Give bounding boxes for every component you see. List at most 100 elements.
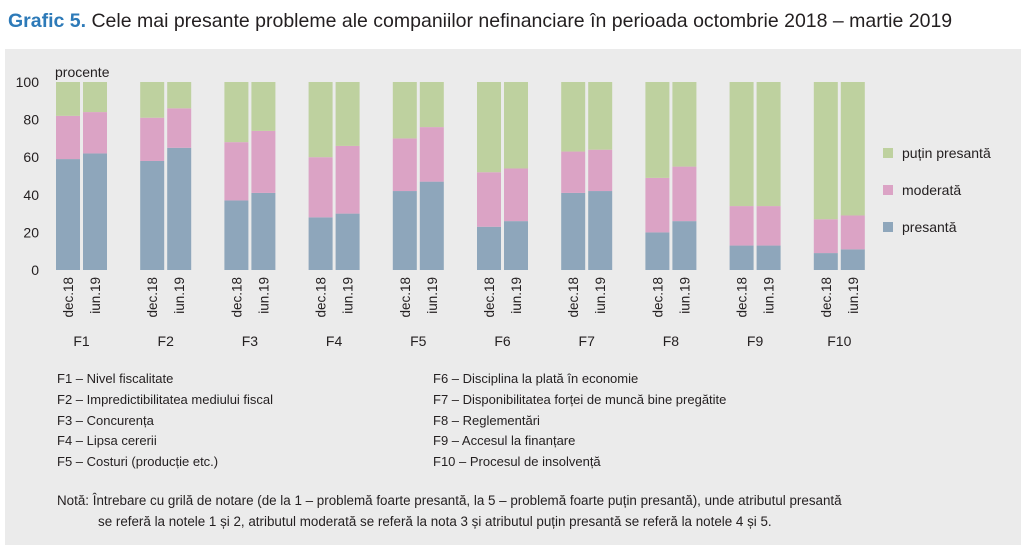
legend-swatch xyxy=(883,222,893,232)
bar-segment xyxy=(645,177,670,233)
chart-title: Grafic 5. Cele mai presante probleme ale… xyxy=(8,4,1018,38)
factor-item: F3 – Concurența xyxy=(57,412,154,428)
x-period-label: dec.18 xyxy=(145,277,160,318)
y-axis: 0 20 40 60 80 100 xyxy=(16,74,40,278)
chart-note: Notă: Întrebare cu grilă de notare (de l… xyxy=(57,490,1007,532)
x-group-label: F3 xyxy=(242,333,259,349)
legend-label: moderată xyxy=(902,182,962,198)
bar-segment xyxy=(756,206,781,246)
bar-segment xyxy=(477,82,501,173)
bar-segment xyxy=(588,191,613,270)
x-period-label: iun.19 xyxy=(593,277,608,314)
bar-segment xyxy=(56,159,80,270)
legend-label: presantă xyxy=(902,219,957,235)
x-group-label: F2 xyxy=(158,333,175,349)
bar-segment xyxy=(840,215,865,250)
bar-segment xyxy=(672,82,697,167)
x-group-label: F8 xyxy=(663,333,680,349)
factor-item: F9 – Accesul la finanțare xyxy=(433,433,576,449)
stacked-bar-chart: 0 20 40 60 80 100 dec.18 iun.19 F1 dec.18 iun.19 F… xyxy=(16,64,865,349)
y-tick-label: 60 xyxy=(23,149,39,165)
factor-item: F8 – Reglementări xyxy=(433,412,540,428)
factor-list-left: F1 – Nivel fiscalitate F2 – Impredictibi… xyxy=(57,369,273,473)
bar-segment xyxy=(729,206,754,246)
y-tick-label: 0 xyxy=(31,262,39,278)
bar-segment xyxy=(251,192,276,270)
factor-item: F4 – Lipsa cererii xyxy=(57,433,157,449)
bar-segment xyxy=(224,82,249,143)
bar-segment xyxy=(645,232,670,270)
bar-segment xyxy=(672,166,697,222)
bar-segment xyxy=(335,145,360,214)
bar-segment xyxy=(477,172,501,227)
bar-segment xyxy=(224,142,249,201)
bar-segment xyxy=(477,226,501,270)
x-group-label: F5 xyxy=(410,333,427,349)
bar-segment xyxy=(251,130,276,193)
note-line-1: Notă: Întrebare cu grilă de notare (de l… xyxy=(57,493,842,508)
bar-segment xyxy=(756,82,781,207)
bar-segment xyxy=(251,82,276,131)
bar-segment xyxy=(335,213,360,270)
bar-segment xyxy=(224,200,249,270)
bar-segment xyxy=(335,82,360,146)
bar-segment xyxy=(561,151,586,193)
bar-segment xyxy=(140,160,165,270)
y-tick-label: 20 xyxy=(23,224,39,240)
factor-item: F1 – Nivel fiscalitate xyxy=(57,371,174,386)
bar-segment xyxy=(419,127,444,182)
factor-item: F6 – Disciplina la plată în economie xyxy=(433,371,639,386)
factor-item: F2 – Impredictibilitatea mediului fiscal xyxy=(57,391,274,407)
bar-segment xyxy=(756,245,781,270)
bar-segment xyxy=(167,108,192,148)
bars xyxy=(56,82,865,270)
x-period-label: dec.18 xyxy=(314,277,329,318)
y-tick-label: 40 xyxy=(23,187,39,203)
x-group-label: F7 xyxy=(579,333,596,349)
bar-segment xyxy=(561,82,586,152)
factor-item: F7 – Disponibilitatea forței de muncă bi… xyxy=(433,391,727,407)
x-period-label: iun.19 xyxy=(172,277,187,314)
bar-segment xyxy=(56,115,80,160)
bar-segment xyxy=(140,117,165,161)
bar-segment xyxy=(419,82,444,128)
x-period-label: dec.18 xyxy=(566,277,581,318)
chart-title-text: Cele mai presante probleme ale companiil… xyxy=(91,10,953,32)
x-period-label: dec.18 xyxy=(229,277,244,318)
bar-segment xyxy=(83,153,107,270)
bar-segment xyxy=(56,82,80,116)
x-period-label: dec.18 xyxy=(398,277,413,318)
x-period-label: dec.18 xyxy=(61,277,76,318)
legend-swatch xyxy=(883,185,893,195)
bar-segment xyxy=(83,82,107,113)
bar-segment xyxy=(167,147,192,270)
x-period-label: iun.19 xyxy=(256,277,271,314)
legend-swatch xyxy=(883,148,893,158)
x-period-label: dec.18 xyxy=(482,277,497,318)
x-period-label: iun.19 xyxy=(762,277,777,314)
x-group-label: F10 xyxy=(827,333,851,349)
x-period-label: iun.19 xyxy=(846,277,861,314)
bar-segment xyxy=(392,138,417,192)
factor-item: F10 – Procesul de insolvență xyxy=(433,454,601,470)
x-period-label: iun.19 xyxy=(341,277,356,314)
x-period-label: dec.18 xyxy=(819,277,834,318)
y-axis-label: procente xyxy=(55,64,110,80)
bar-segment xyxy=(504,82,528,169)
bar-segment xyxy=(308,82,333,158)
bar-segment xyxy=(167,82,192,109)
bar-segment xyxy=(308,217,333,270)
bar-segment xyxy=(813,253,838,270)
factor-list-right: F6 – Disciplina la plată în economie F7 … xyxy=(433,369,726,473)
bar-segment xyxy=(140,82,165,118)
x-group-label: F6 xyxy=(494,333,511,349)
bar-segment xyxy=(729,245,754,270)
bar-segment xyxy=(588,82,613,150)
bar-segment xyxy=(504,168,528,222)
bar-segment xyxy=(729,82,754,207)
bar-segment xyxy=(672,221,697,270)
bar-segment xyxy=(308,157,333,218)
x-group-label: F4 xyxy=(326,333,343,349)
x-group-label: F9 xyxy=(747,333,764,349)
y-tick-label: 80 xyxy=(23,112,39,128)
